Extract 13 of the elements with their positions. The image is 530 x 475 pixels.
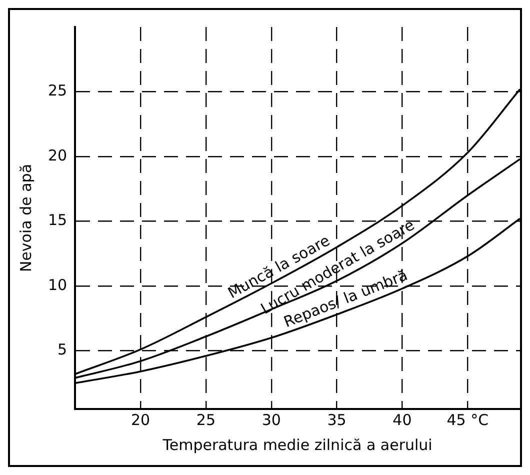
y-tick-label: 15 <box>48 211 68 230</box>
x-axis-title: Temperatura medie zilnică a aerului <box>162 436 432 454</box>
x-tick-label: 25 <box>196 410 216 429</box>
y-tick-label: 25 <box>48 82 68 100</box>
x-tick-label: 20 <box>130 410 150 429</box>
x-tick-label: 30 <box>262 410 281 429</box>
y-tick-label: 5 <box>58 340 68 359</box>
x-tick-label: 45 °C <box>446 410 489 429</box>
y-axis-title: Nevoia de apă <box>16 164 35 272</box>
y-tick-label: 20 <box>48 146 68 164</box>
x-tick-label: 35 <box>327 410 346 429</box>
y-tick-label: 10 <box>48 276 68 294</box>
x-tick-label: 40 <box>392 410 412 429</box>
